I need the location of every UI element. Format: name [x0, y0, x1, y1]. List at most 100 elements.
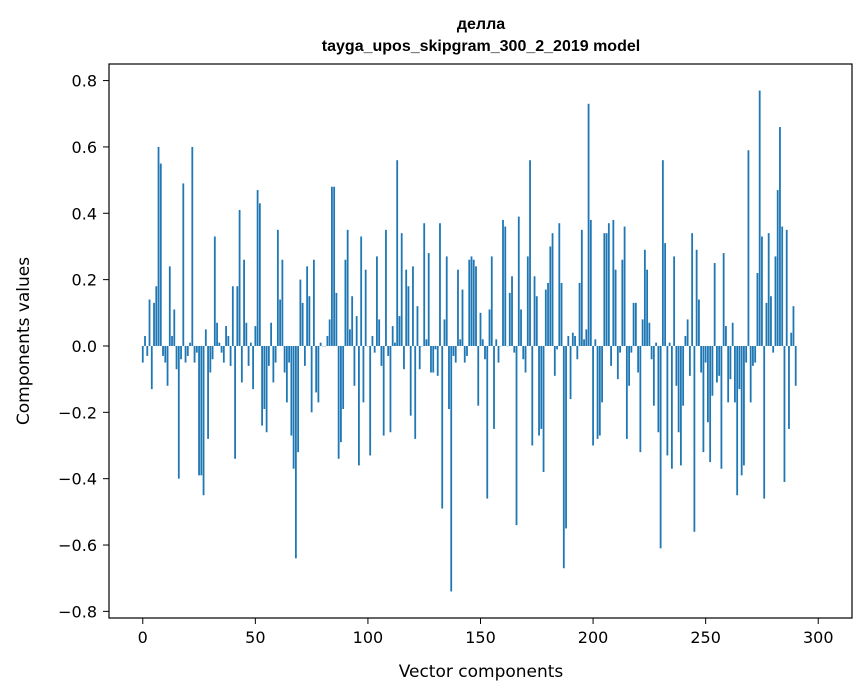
bar-257	[720, 345, 723, 469]
bar-108	[385, 229, 387, 346]
bar-222	[641, 319, 644, 346]
bar-226	[650, 345, 653, 360]
bar-276	[763, 345, 766, 499]
bar-114	[398, 316, 401, 346]
x-tick-label: 150	[465, 628, 496, 647]
bar-128	[430, 345, 432, 373]
bar-273	[756, 272, 759, 346]
bar-95	[355, 316, 358, 346]
bar-27	[202, 345, 205, 496]
bar-50	[254, 326, 257, 346]
bar-37	[225, 326, 227, 346]
bar-8	[159, 163, 162, 346]
bar-134	[443, 319, 446, 346]
bar-7	[157, 146, 160, 346]
y-tick-label: 0.2	[72, 271, 97, 290]
bar-272	[754, 345, 757, 363]
bar-209	[612, 219, 615, 346]
bar-74	[308, 296, 311, 346]
y-axis-ticks: −0.8 −0.6 −0.4 −0.2 0.0 0.2 0.4 0.6 0.8	[58, 72, 109, 621]
bar-231	[661, 160, 664, 346]
bar-16	[177, 345, 180, 479]
bar-260	[727, 345, 730, 403]
bar-106	[380, 345, 383, 366]
bar-220	[637, 345, 640, 373]
bar-14	[173, 309, 176, 346]
bar-279	[770, 296, 772, 346]
bar-24	[195, 345, 198, 353]
bar-175	[535, 296, 538, 346]
bar-174	[533, 276, 536, 346]
bar-242	[686, 319, 689, 346]
bar-208	[610, 345, 612, 366]
bar-195	[580, 229, 583, 346]
bar-144	[466, 345, 468, 356]
x-tick-label: 100	[353, 628, 384, 647]
bar-41	[234, 345, 236, 459]
plot-frame	[108, 63, 853, 619]
bar-6	[155, 286, 158, 346]
bar-30	[209, 345, 212, 373]
bar-137	[450, 345, 453, 592]
bar-287	[788, 345, 790, 429]
bar-73	[306, 266, 309, 346]
bar-55	[265, 345, 268, 433]
bar-29	[207, 345, 209, 439]
bar-15	[175, 345, 178, 370]
bar-192	[574, 336, 576, 346]
bar-35	[220, 345, 223, 353]
x-tick-label: 0	[138, 628, 148, 647]
bar-59	[274, 345, 277, 363]
bar-116	[403, 345, 405, 370]
bar-199	[589, 219, 592, 346]
bar-142	[461, 289, 464, 346]
bar-263	[734, 345, 736, 403]
bar-235	[670, 345, 673, 469]
bar-42	[236, 286, 239, 346]
bar-191	[571, 332, 574, 346]
bar-167	[517, 216, 520, 346]
bar-289	[792, 306, 795, 346]
bar-165	[513, 345, 516, 353]
y-axis-label: Components values	[14, 257, 34, 425]
bar-164	[511, 276, 513, 346]
x-tick-label: 200	[578, 628, 609, 647]
bar-246	[695, 249, 698, 346]
bar-185	[558, 223, 561, 346]
bar-86	[335, 292, 338, 346]
bar-241	[684, 336, 687, 346]
bar-141	[459, 339, 462, 346]
bar-23	[193, 345, 196, 363]
bar-25	[198, 345, 200, 476]
bar-251	[707, 345, 709, 423]
bar-160	[502, 219, 504, 346]
bar-22	[191, 146, 194, 346]
bar-180	[547, 282, 549, 346]
bar-92	[349, 329, 351, 346]
bar-151	[481, 339, 484, 346]
bar-53	[261, 345, 263, 426]
bar-196	[583, 339, 585, 346]
bar-3	[148, 299, 151, 346]
bar-138	[452, 345, 455, 356]
bar-290	[794, 345, 797, 386]
bar-225	[648, 322, 651, 346]
bar-18	[182, 183, 185, 346]
bar-51	[256, 190, 259, 346]
bar-71	[301, 302, 304, 346]
x-axis-ticks: 0 50 100 150 200 250 300	[138, 618, 834, 647]
bar-38	[227, 336, 230, 346]
bar-9	[162, 345, 164, 356]
bar-228	[655, 342, 658, 346]
bar-115	[400, 233, 403, 346]
bar-233	[666, 345, 669, 456]
bar-28	[204, 329, 207, 346]
bar-204	[601, 345, 603, 403]
bar-219	[634, 302, 637, 346]
bar-78	[317, 345, 320, 403]
bar-249	[702, 345, 705, 453]
bar-146	[470, 256, 473, 346]
bar-26	[200, 345, 203, 476]
bar-157	[495, 339, 498, 346]
bar-286	[785, 229, 788, 346]
